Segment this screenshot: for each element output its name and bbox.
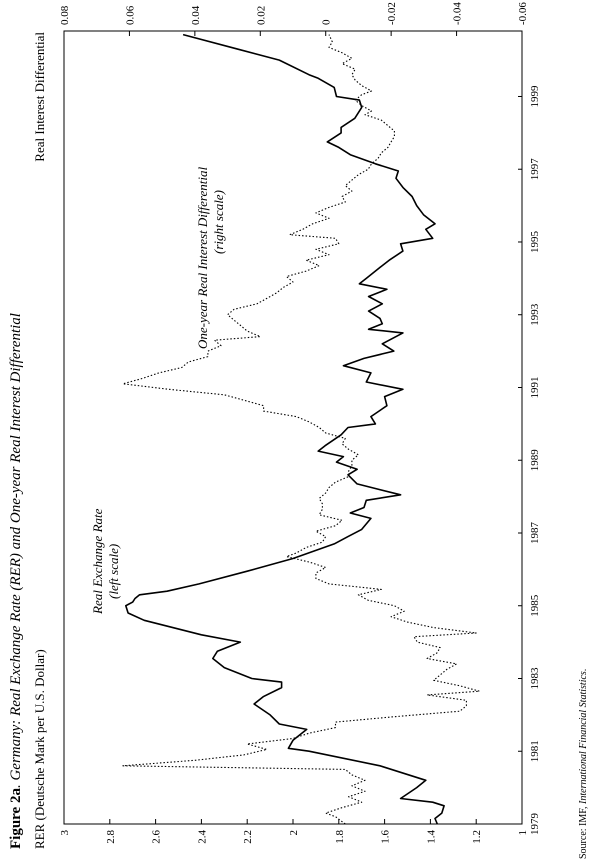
right-tick-label: -0.02 bbox=[386, 2, 398, 25]
annotation-rid-line1: One-year Real Interest Differential bbox=[195, 167, 210, 349]
left-tick-label: 1.6 bbox=[380, 830, 392, 844]
source-suffix: . bbox=[578, 669, 589, 672]
x-tick-label: 1989 bbox=[529, 449, 541, 472]
right-tick-label: 0 bbox=[321, 19, 333, 25]
series-line-real-exchange-rate bbox=[125, 33, 445, 825]
left-tick-label: 2 bbox=[288, 830, 300, 836]
plot-frame bbox=[63, 30, 523, 825]
annotation-rer-line2: (left scale) bbox=[106, 544, 121, 599]
left-tick-label: 3 bbox=[59, 830, 71, 836]
right-axis: -0.06 -0.04 -0.02 0 0.02 0.04 0.06 0.08 bbox=[59, 2, 529, 36]
left-tick-label: 1.2 bbox=[471, 830, 483, 844]
left-tick-label: 2.2 bbox=[242, 830, 254, 844]
source-prefix: Source: IMF, bbox=[578, 804, 589, 859]
x-tick-label: 1983 bbox=[529, 667, 541, 690]
left-tick-label: 2.4 bbox=[196, 830, 208, 844]
right-tick-label: 0.06 bbox=[124, 5, 136, 25]
x-axis: 1979 1981 1983 1985 1987 1989 1991 1993 1995 1997… bbox=[518, 85, 541, 835]
right-tick-label: 0.02 bbox=[255, 6, 267, 25]
right-tick-label: -0.04 bbox=[452, 2, 464, 25]
right-axis-label: Real Interest Differential bbox=[32, 32, 47, 162]
x-tick-label: 1979 bbox=[529, 813, 541, 836]
source-note: Source: IMF, International Financial Sta… bbox=[578, 669, 589, 859]
x-tick-label: 1997 bbox=[529, 158, 541, 181]
annotation-rer-line1: Real Exchange Rate bbox=[90, 508, 105, 615]
series-layer bbox=[122, 33, 481, 825]
x-tick-label: 1987 bbox=[529, 521, 541, 544]
left-tick-label: 1 bbox=[517, 830, 529, 836]
figure-label: Figure 2a bbox=[8, 788, 24, 849]
annotation-rid-line2: (right scale) bbox=[211, 190, 226, 254]
figure-title: Figure 2a. Germany: Real Exchange Rate (… bbox=[8, 313, 24, 849]
right-tick-label: 0.08 bbox=[59, 5, 71, 25]
left-tick-label: 1.4 bbox=[425, 830, 437, 844]
left-axis-label: RER (Deutsche Mark per U.S. Dollar) bbox=[32, 649, 47, 849]
source-main: International Financial Statistics bbox=[578, 671, 589, 805]
x-tick-label: 1993 bbox=[529, 303, 541, 326]
rotated-page: Figure 2a. Germany: Real Exchange Rate (… bbox=[8, 2, 589, 859]
figure-title-main: Real Exchange Rate (RER) and One-year Re… bbox=[8, 313, 24, 717]
figure-title-prefix: . Germany: bbox=[8, 716, 24, 788]
left-tick-label: 2.6 bbox=[151, 830, 163, 844]
left-axis: 1 1.2 1.4 1.6 1.8 2 2.2 2.4 2.6 2.8 3 bbox=[59, 819, 529, 844]
right-tick-label: -0.06 bbox=[517, 2, 529, 25]
series-line-real-interest-differential bbox=[122, 34, 481, 825]
left-tick-label: 2.8 bbox=[105, 830, 117, 844]
right-tick-label: 0.04 bbox=[190, 5, 202, 25]
x-tick-label: 1985 bbox=[529, 594, 541, 617]
x-tick-label: 1995 bbox=[529, 230, 541, 253]
x-tick-label: 1981 bbox=[529, 740, 541, 762]
x-tick-label: 1999 bbox=[529, 85, 541, 108]
x-tick-label: 1991 bbox=[529, 376, 541, 398]
left-tick-label: 1.8 bbox=[334, 830, 346, 844]
